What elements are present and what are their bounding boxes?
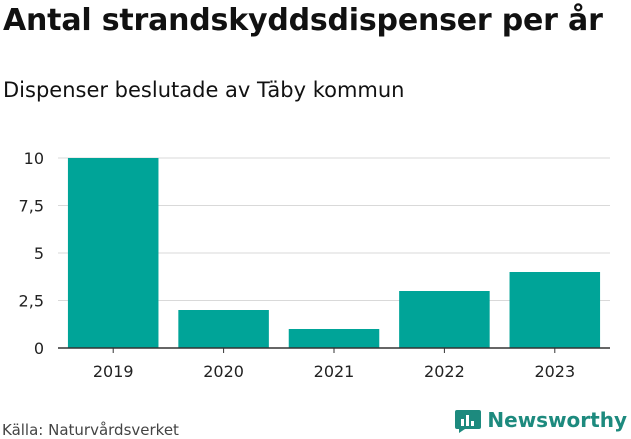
x-tick-label: 2020 [203, 362, 244, 381]
bar-2022 [399, 291, 490, 348]
brand-logo: Newsworthy [455, 407, 627, 433]
x-tick-label: 2021 [314, 362, 355, 381]
chart-subtitle: Dispenser beslutade av Täby kommun [3, 78, 405, 102]
y-tick-label: 7,5 [19, 197, 44, 216]
y-tick-label: 0 [34, 339, 44, 358]
y-tick-label: 2,5 [19, 292, 44, 311]
newsworthy-logo-icon [455, 410, 482, 433]
bar-2019 [67, 158, 159, 348]
x-tick-label: 2019 [93, 362, 134, 381]
chart-title: Antal strandskyddsdispenser per år [3, 3, 603, 38]
source-note: Källa: Naturvårdsverket [2, 421, 179, 439]
brand-name: Newsworthy [487, 408, 627, 432]
bar-2023 [509, 272, 601, 348]
bar-2020 [178, 310, 269, 348]
bar-2021 [288, 329, 380, 348]
y-tick-label: 10 [24, 149, 44, 168]
y-tick-label: 5 [34, 244, 44, 263]
x-tick-label: 2022 [424, 362, 465, 381]
x-tick-label: 2023 [534, 362, 575, 381]
